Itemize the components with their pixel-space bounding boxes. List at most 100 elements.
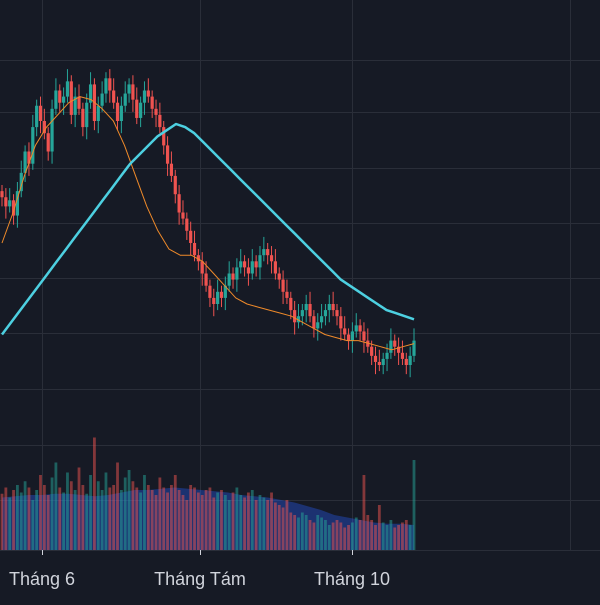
volume-bar <box>397 525 400 550</box>
volume-bar <box>393 527 397 550</box>
candle-body <box>281 279 285 292</box>
candle-body <box>373 355 378 362</box>
ma-short-line <box>1 96 415 351</box>
volume-bar <box>243 497 246 550</box>
candle-body <box>108 78 112 91</box>
volume-bar <box>216 492 220 550</box>
volume-bar <box>277 505 281 550</box>
candle-body <box>319 316 324 323</box>
candles-layer <box>0 69 416 378</box>
candle-body <box>412 340 416 356</box>
volume-bar <box>401 522 404 550</box>
candle-body <box>189 230 193 243</box>
volume-bar <box>335 520 339 550</box>
candle-body <box>96 105 100 121</box>
candle-body <box>235 267 239 280</box>
candle-body <box>269 255 274 262</box>
candle-body <box>165 145 170 164</box>
candle-body <box>88 84 93 103</box>
candle-body <box>200 261 204 274</box>
candle-body <box>31 127 35 164</box>
volume-bar <box>81 485 85 550</box>
volume-bar <box>170 485 173 550</box>
candle-body <box>19 172 23 192</box>
candle-body <box>62 96 66 103</box>
candle-body <box>173 175 177 195</box>
candle-body <box>146 90 150 97</box>
time-axis-tick-label: Tháng 6 <box>9 569 75 589</box>
volume-bar <box>258 495 262 550</box>
candle-body <box>408 355 412 365</box>
volume-bar <box>235 487 239 550</box>
candle-body <box>42 121 46 134</box>
moving-average-layer <box>1 96 415 351</box>
candle-body <box>227 273 231 286</box>
candle-body <box>346 334 351 341</box>
candle-body <box>223 285 227 298</box>
volume-bar <box>220 490 223 550</box>
volume-bar <box>50 477 54 550</box>
candle-body <box>327 304 331 311</box>
candle-body <box>131 84 135 100</box>
volume-bar <box>308 520 312 550</box>
volume-bar <box>412 460 416 550</box>
candle-body <box>46 133 50 152</box>
candle-body <box>150 96 154 109</box>
volume-bar <box>377 505 381 550</box>
volume-bar <box>250 490 254 550</box>
volume-bar <box>289 512 293 550</box>
candle-body <box>239 261 243 268</box>
candle-body <box>142 90 147 103</box>
volume-bar <box>119 490 123 550</box>
candle-body <box>185 218 189 231</box>
candle-body <box>377 361 381 365</box>
candle-body <box>231 273 235 280</box>
volume-bar <box>4 487 8 550</box>
volume-bar <box>320 517 323 550</box>
volume-bar <box>93 437 96 550</box>
volume-bar <box>312 522 316 550</box>
candle-body <box>38 105 43 121</box>
candle-body <box>246 267 251 274</box>
volume-bar <box>300 512 304 550</box>
volume-bar <box>131 481 135 550</box>
time-axis-tick-label: Tháng Tám <box>154 569 246 589</box>
candle-body <box>396 346 401 353</box>
volume-bar <box>31 500 35 550</box>
volume-bar <box>389 520 393 550</box>
volume-bar <box>347 525 350 550</box>
candle-body <box>362 331 366 341</box>
volume-bar <box>123 477 127 550</box>
candle-body <box>393 340 397 347</box>
volume-bar <box>385 525 389 550</box>
volume-bar <box>112 485 116 550</box>
candle-body <box>216 291 220 304</box>
candle-body <box>177 194 181 213</box>
volume-bar <box>135 487 139 550</box>
volume-bar <box>262 497 266 550</box>
candle-body <box>204 273 208 286</box>
volume-bar <box>177 490 181 550</box>
volume-bar <box>281 507 285 550</box>
candle-body <box>212 297 216 304</box>
time-axis-tick-label: Tháng 10 <box>314 569 390 589</box>
candle-body <box>389 340 393 353</box>
candle-body <box>196 255 200 262</box>
candle-body <box>123 93 127 106</box>
volume-bar <box>293 515 297 550</box>
candle-body <box>119 105 123 121</box>
volume-bar <box>404 520 408 550</box>
volume-bar <box>374 525 377 550</box>
volume-bar <box>273 502 277 550</box>
volume-bar <box>23 481 27 550</box>
volume-bar <box>297 517 300 550</box>
candle-body <box>323 310 328 317</box>
candle-body <box>381 358 385 365</box>
volume-bar <box>89 475 92 550</box>
volume-bar <box>12 490 15 550</box>
volume-bar <box>231 492 235 550</box>
candle-body <box>335 310 339 317</box>
candle-body <box>300 310 304 317</box>
ma-long-line <box>1 122 415 336</box>
